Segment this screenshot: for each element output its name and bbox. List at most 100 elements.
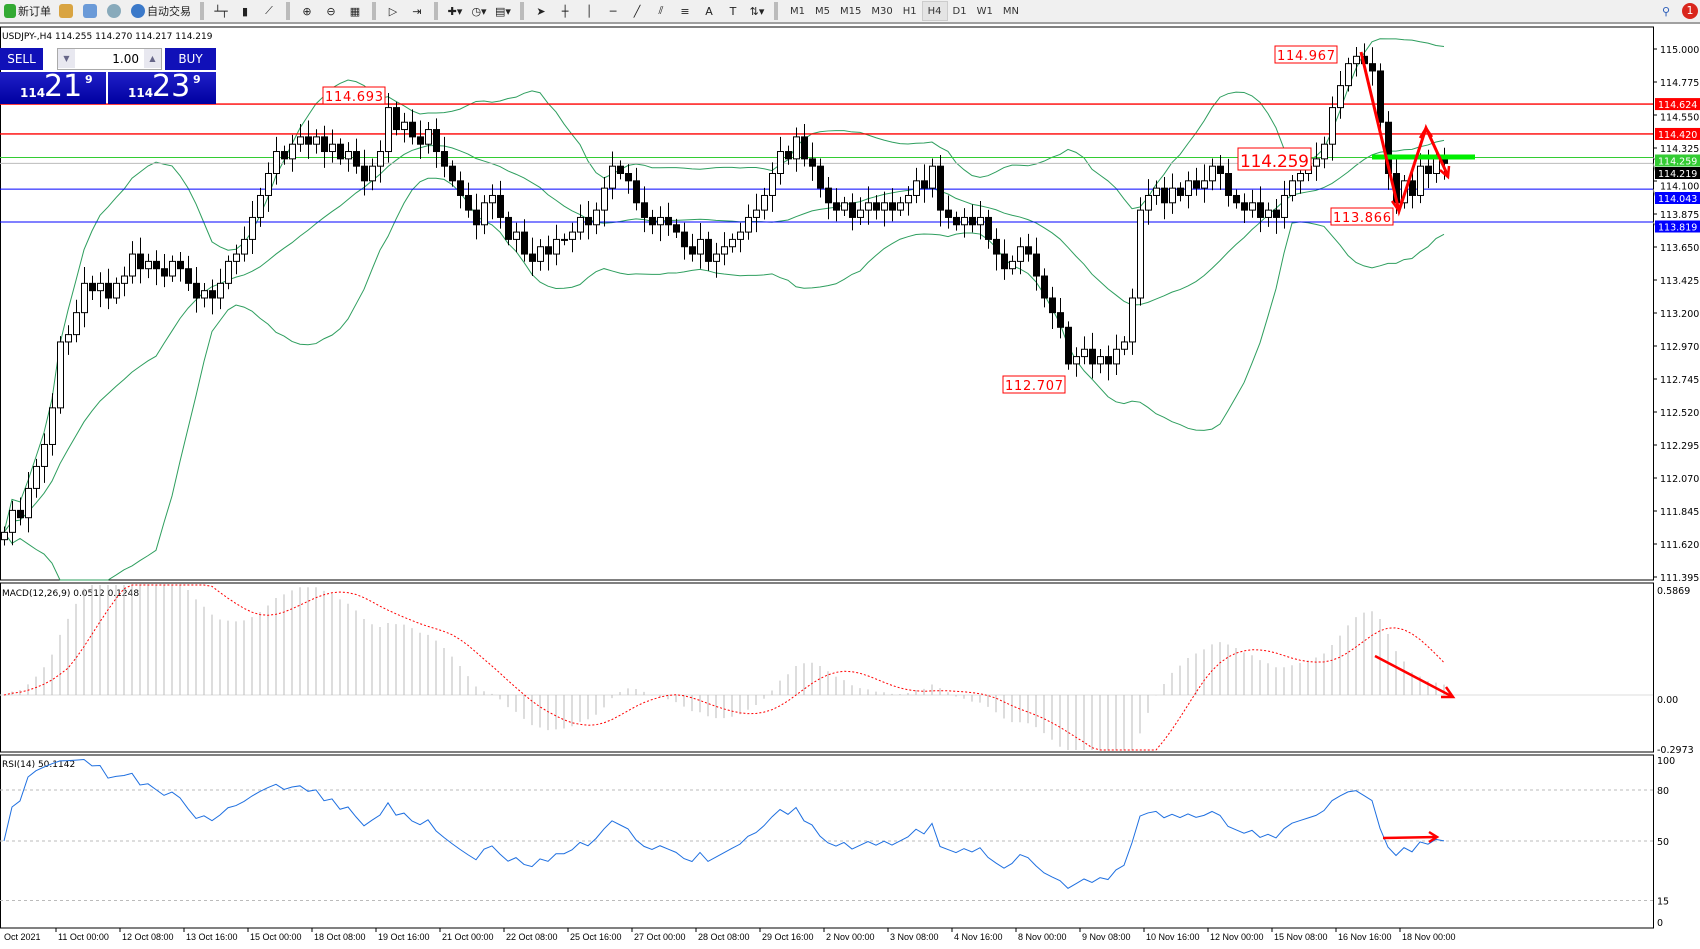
fibonacci-button[interactable]: ≡ xyxy=(680,4,690,18)
rsi-tick-label: 15 xyxy=(1657,897,1669,908)
candle xyxy=(665,216,672,226)
candle xyxy=(361,165,368,182)
candle xyxy=(353,151,360,167)
candle xyxy=(89,282,96,292)
candle xyxy=(617,165,624,174)
candle xyxy=(425,129,432,145)
candle xyxy=(1089,348,1096,365)
candle xyxy=(1137,209,1144,299)
line-chart-button[interactable]: ⟋ xyxy=(265,4,273,17)
templates-button[interactable]: ▤▾ xyxy=(495,4,511,18)
indicators-button[interactable]: ✚▾ xyxy=(447,4,463,18)
price-annotation-box[interactable] xyxy=(1002,375,1066,394)
time-label: 21 Oct 00:00 xyxy=(442,932,494,942)
notifications-button[interactable]: 1 xyxy=(1680,1,1700,21)
buy-button[interactable]: BUY xyxy=(165,48,216,70)
candle xyxy=(633,180,640,204)
candle xyxy=(1,531,8,541)
candle xyxy=(969,216,976,226)
timeframe-mn[interactable]: MN xyxy=(1002,5,1019,17)
tile-windows-button[interactable]: ▦ xyxy=(349,4,361,18)
crosshair-button[interactable]: ┼ xyxy=(561,4,569,18)
arrows-button[interactable]: ⇅▾ xyxy=(749,4,765,18)
lot-decrease-button[interactable]: ▼ xyxy=(58,49,75,68)
market-watch-button[interactable] xyxy=(57,1,77,21)
candle xyxy=(1249,202,1256,211)
trendline-button[interactable]: ╱ xyxy=(633,4,641,18)
chart-shift-button[interactable]: ⇥ xyxy=(412,4,422,18)
time-label: 15 Nov 08:00 xyxy=(1274,932,1328,942)
candle xyxy=(529,253,536,262)
candle xyxy=(737,231,744,240)
timeframe-m1[interactable]: M1 xyxy=(790,5,805,17)
sell-button[interactable]: SELL xyxy=(0,48,43,70)
timeframe-m30[interactable]: M30 xyxy=(871,5,893,17)
zigzag-forecast-arrow[interactable] xyxy=(1359,51,1450,217)
search-icon[interactable]: ⚲ xyxy=(1661,4,1671,18)
price-annotation: 114.693 xyxy=(325,90,383,105)
time-label: 8 Nov 00:00 xyxy=(1018,932,1067,942)
candle xyxy=(1217,165,1224,174)
channel-button[interactable]: ⫽ xyxy=(658,4,664,17)
price-annotation-box[interactable] xyxy=(1237,147,1312,171)
price-annotation: 112.707 xyxy=(1005,379,1063,394)
bar-chart-button[interactable]: ┴┬ xyxy=(214,4,228,18)
candle xyxy=(673,224,680,233)
candle xyxy=(73,312,80,336)
zoom-in-button[interactable]: ⊕ xyxy=(302,4,312,18)
new-order-button[interactable]: 新订单 xyxy=(2,1,53,21)
price-annotation-box[interactable] xyxy=(322,86,386,105)
candle xyxy=(625,172,632,182)
chart-window[interactable]: USDJPY-,H4 114.255 114.270 114.217 114.2… xyxy=(0,26,1700,949)
price-annotation-box[interactable] xyxy=(1274,45,1338,64)
lot-increase-button[interactable]: ▲ xyxy=(144,49,161,68)
macd-down-arrow[interactable] xyxy=(1374,654,1454,699)
candlestick-button[interactable]: ▮ xyxy=(241,4,249,18)
periods-button[interactable]: ◷▾ xyxy=(471,4,487,18)
candle xyxy=(1057,312,1064,328)
text-button[interactable]: A xyxy=(705,4,713,18)
candle xyxy=(697,238,704,255)
candle xyxy=(1225,172,1232,196)
auto-scroll-button[interactable]: ▷ xyxy=(388,4,398,18)
bid-price[interactable]: 114 21 9 xyxy=(0,70,106,104)
candle xyxy=(1001,253,1008,270)
bollinger-middle xyxy=(3,139,1445,533)
text-label-button[interactable]: T xyxy=(729,4,737,18)
price-tick-label: 112.070 xyxy=(1660,474,1699,485)
timeframe-h1[interactable]: H1 xyxy=(902,5,917,17)
candle xyxy=(657,216,664,226)
timeframe-w1[interactable]: W1 xyxy=(976,5,993,17)
timeframe-m15[interactable]: M15 xyxy=(840,5,862,17)
timeframe-m5[interactable]: M5 xyxy=(815,5,830,17)
candle xyxy=(473,209,480,226)
lot-size-input[interactable]: 1.00 xyxy=(57,48,162,70)
toolbar-divider xyxy=(200,2,204,20)
macd-tick-label: 0.5869 xyxy=(1657,586,1690,597)
timeframe-d1[interactable]: D1 xyxy=(952,5,967,17)
signals-button[interactable] xyxy=(105,1,125,21)
ask-price[interactable]: 114 23 9 xyxy=(108,70,216,104)
rsi-flat-arrow[interactable] xyxy=(1382,835,1438,840)
zoom-out-button[interactable]: ⊖ xyxy=(326,4,336,18)
horizontal-line-button[interactable]: ─ xyxy=(609,4,617,18)
candle xyxy=(1281,194,1288,218)
candle xyxy=(337,143,344,160)
auto-trading-button[interactable]: 自动交易 xyxy=(129,1,193,21)
candle xyxy=(497,194,504,218)
toolbar-divider xyxy=(372,2,376,20)
candle xyxy=(161,268,168,277)
signal-icon xyxy=(107,4,121,18)
candle xyxy=(1161,187,1168,204)
navigator-button[interactable] xyxy=(81,1,101,21)
timeframe-h4[interactable]: H4 xyxy=(921,1,948,21)
candle xyxy=(1073,356,1080,365)
time-label: 18 Oct 08:00 xyxy=(314,932,366,942)
price-annotation: 114.967 xyxy=(1277,49,1335,64)
cursor-button[interactable]: ➤ xyxy=(536,4,546,18)
candle xyxy=(121,275,128,284)
price-annotation: 114.259 xyxy=(1240,152,1309,172)
price-annotation-box[interactable] xyxy=(1330,207,1394,226)
candle xyxy=(801,136,808,160)
vertical-line-button[interactable]: │ xyxy=(585,4,593,18)
